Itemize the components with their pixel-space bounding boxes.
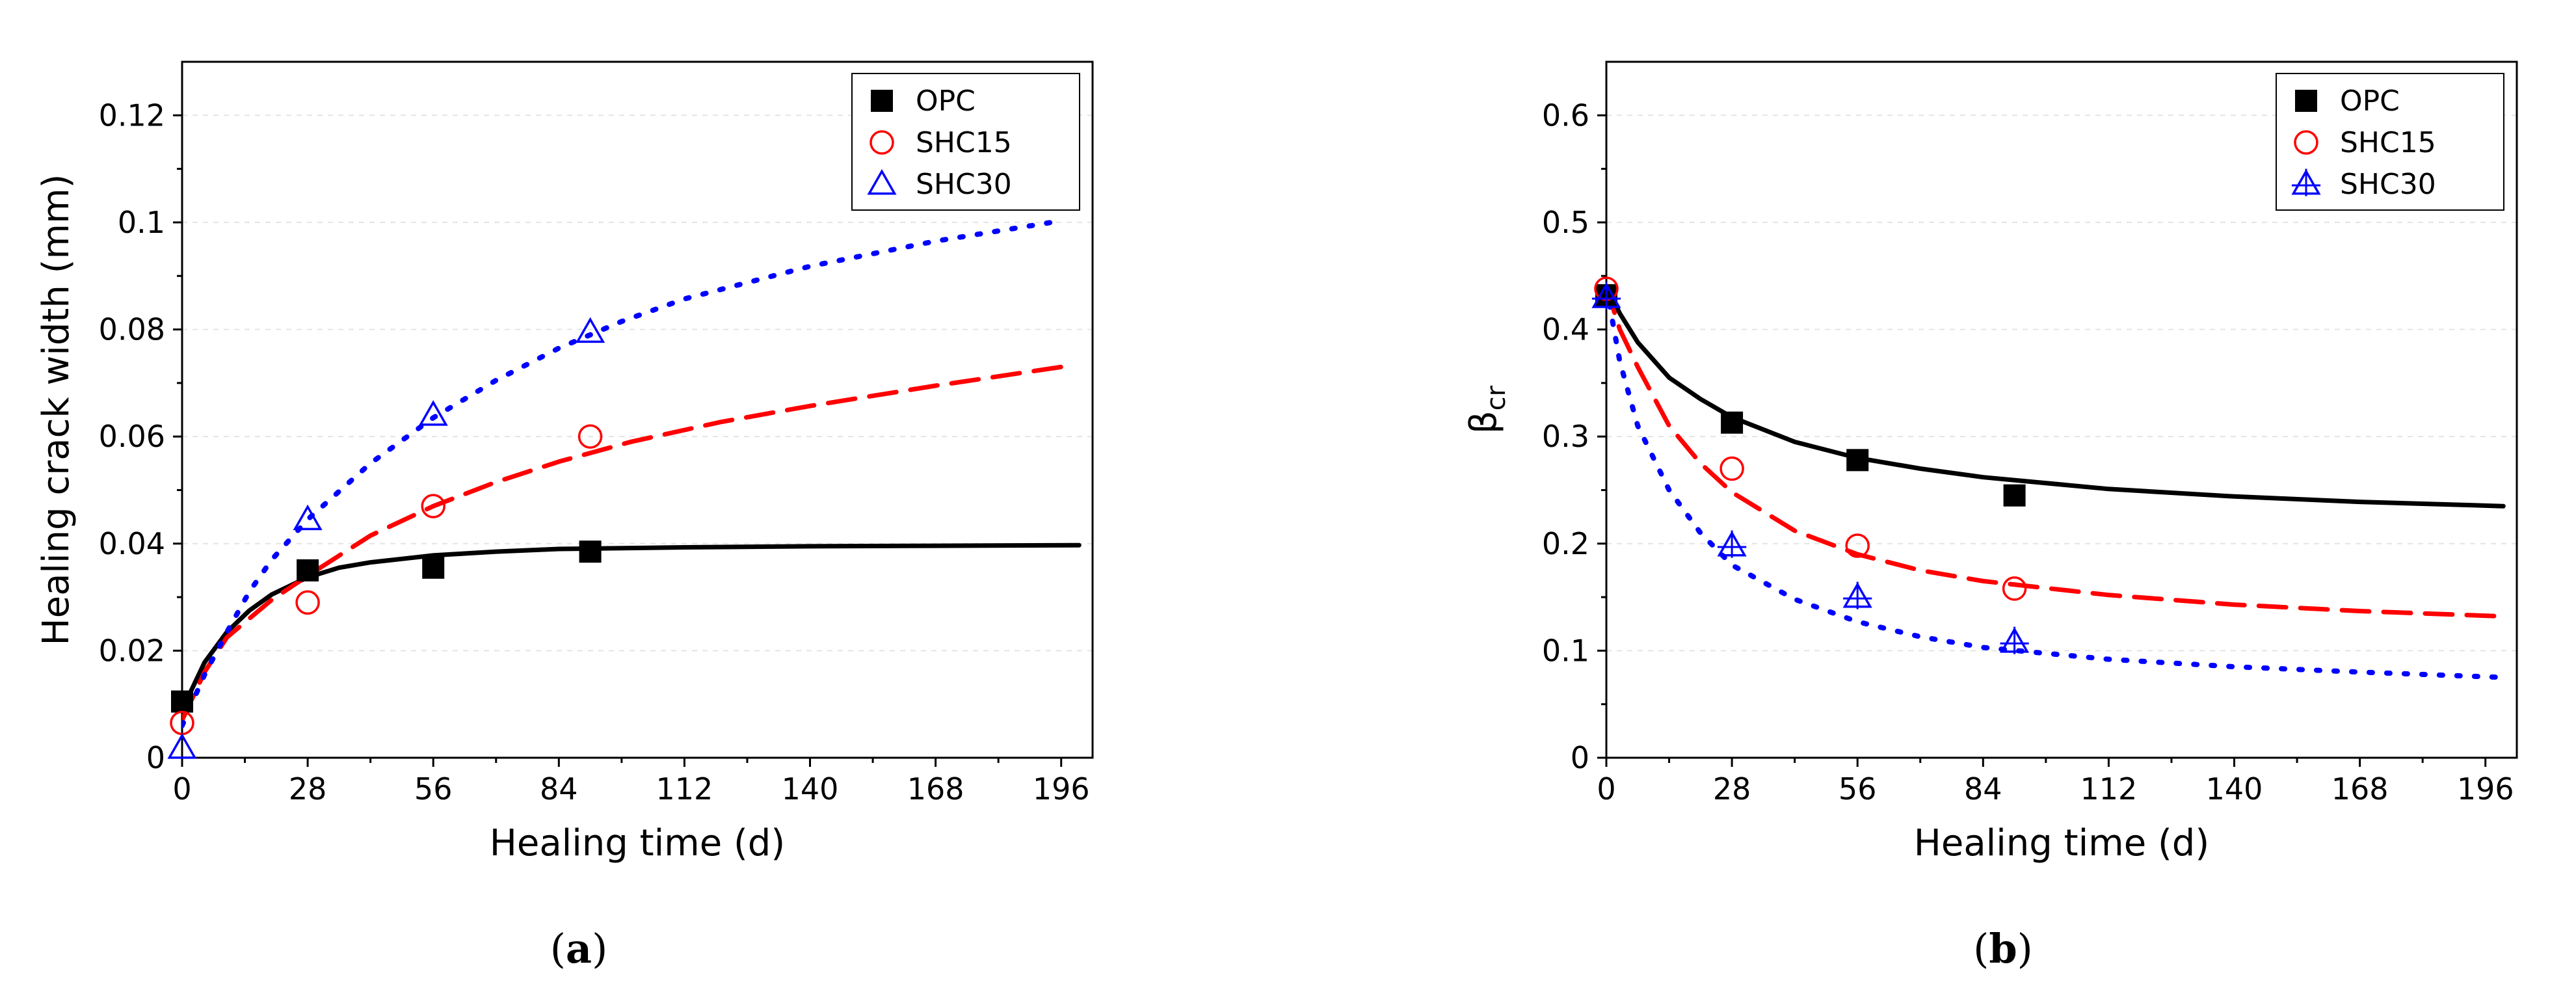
- data-point-opc: [171, 690, 193, 713]
- legend-marker-opc: [2295, 90, 2317, 112]
- data-point-opc: [297, 559, 319, 581]
- x-tick-label: 196: [2457, 771, 2514, 807]
- y-tick-label: 0.08: [99, 312, 165, 347]
- legend-label: SHC15: [916, 126, 1012, 159]
- chart-a: 0 28 56 84 112 140 168 196 0 0.02 0.04 0.06 0.08 0.1 0…: [35, 60, 1094, 972]
- panel-label-open: (: [1973, 925, 1989, 972]
- data-point-opc: [1846, 449, 1869, 472]
- y-tick-label: 0.5: [1542, 205, 1589, 240]
- data-point-opc: [579, 541, 602, 563]
- chart-b: 0 28 56 84 112 140 168 196 0 0.1 0.2 0.3 0.4 0.5 0.6 He…: [1463, 60, 2518, 972]
- fit-curve-opc: [1606, 284, 2506, 509]
- y-tick-label: 0.1: [1542, 633, 1589, 668]
- legend-label: OPC: [2340, 85, 2400, 118]
- y-axis-label: Healing crack width (mm): [35, 174, 77, 646]
- x-tick-label: 196: [1033, 771, 1090, 807]
- x-tick-label: 140: [2206, 771, 2263, 807]
- x-tick-label: 140: [782, 771, 839, 807]
- x-tick-label: 0: [1597, 771, 1615, 807]
- y-axis-label-subscript: cr: [1481, 385, 1511, 410]
- panel-label: (b): [1973, 925, 2033, 972]
- data-point-shc15: [578, 424, 603, 449]
- plot-frame: [181, 60, 1094, 759]
- x-tick-label: 0: [172, 771, 191, 807]
- data-point-opc: [2003, 484, 2026, 507]
- y-tick-label: 0.1: [118, 205, 165, 240]
- legend-marker-shc15: [870, 130, 894, 155]
- y-tick-label: 0: [1571, 740, 1589, 775]
- x-tick-label: 56: [414, 771, 453, 807]
- x-tick-label: 28: [1713, 771, 1751, 807]
- y-tick-label: 0.12: [99, 98, 165, 133]
- y-tick-label: 0.3: [1542, 419, 1589, 454]
- y-axis-label: βcr: [1463, 385, 1511, 434]
- data-point-shc30: [293, 504, 323, 531]
- panel-label: (a): [550, 925, 608, 972]
- fit-curve-shc30: [182, 218, 1064, 728]
- panel-label-close: ): [592, 925, 607, 972]
- data-point-shc30-cross: [1843, 581, 1872, 609]
- y-tick-label: 0.4: [1542, 312, 1589, 347]
- panel-label-open: (: [550, 925, 566, 972]
- y-axis-label-main: Healing crack width (mm): [35, 174, 77, 646]
- y-tick-label: 0.06: [99, 419, 165, 454]
- x-tick-label: 112: [2080, 771, 2138, 807]
- data-point-shc30: [576, 317, 605, 343]
- data-point-shc30-cross: [2000, 626, 2029, 654]
- plot-frame: [1605, 60, 2518, 759]
- legend-label: SHC30: [2340, 168, 2436, 201]
- data-point-shc30: [167, 733, 197, 759]
- data-point-shc15: [1845, 533, 1870, 558]
- panel-label-letter: a: [566, 925, 592, 972]
- fit-curve-shc15: [1606, 284, 2506, 619]
- data-point-opc: [422, 556, 445, 579]
- data-point-opc: [1721, 411, 1744, 434]
- data-point-shc30: [418, 400, 448, 426]
- legend-label: SHC30: [916, 168, 1012, 201]
- legend-marker-shc30: [867, 168, 897, 195]
- data-point-shc30-cross: [1718, 530, 1747, 558]
- y-tick-label: 0.04: [99, 526, 165, 561]
- data-point-shc15: [421, 494, 445, 518]
- y-tick-label: 0.2: [1542, 526, 1589, 561]
- legend-marker-shc15: [2294, 130, 2318, 155]
- x-tick-label: 28: [289, 771, 327, 807]
- x-tick-label: 84: [540, 771, 578, 807]
- x-axis-label: Healing time (d): [490, 822, 785, 864]
- y-tick-label: 0: [146, 740, 165, 775]
- legend-marker-shc30-cross: [2291, 168, 2321, 196]
- legend-marker-opc: [871, 90, 893, 112]
- data-point-shc15: [2002, 576, 2027, 601]
- legend-label: SHC15: [2340, 126, 2436, 159]
- y-tick-label: 0.6: [1542, 98, 1589, 133]
- x-tick-label: 168: [907, 771, 964, 807]
- x-tick-label: 168: [2331, 771, 2389, 807]
- x-tick-label: 112: [656, 771, 713, 807]
- x-tick-label: 56: [1839, 771, 1877, 807]
- legend-label: OPC: [916, 85, 976, 118]
- panel-label-letter: b: [1989, 925, 2017, 972]
- fit-curve-shc15: [182, 364, 1064, 723]
- y-tick-label: 0.02: [99, 633, 165, 668]
- x-axis-label: Healing time (d): [1914, 822, 2209, 864]
- fit-curve-shc30: [1606, 284, 2506, 680]
- y-axis-label-main: β: [1463, 410, 1505, 434]
- data-point-shc30-cross: [1591, 282, 1621, 310]
- x-tick-label: 84: [1964, 771, 2002, 807]
- fit-curve-opc: [182, 542, 1082, 717]
- data-point-shc15: [1720, 456, 1744, 481]
- data-point-shc15: [295, 590, 320, 615]
- panel-label-close: ): [2017, 925, 2033, 972]
